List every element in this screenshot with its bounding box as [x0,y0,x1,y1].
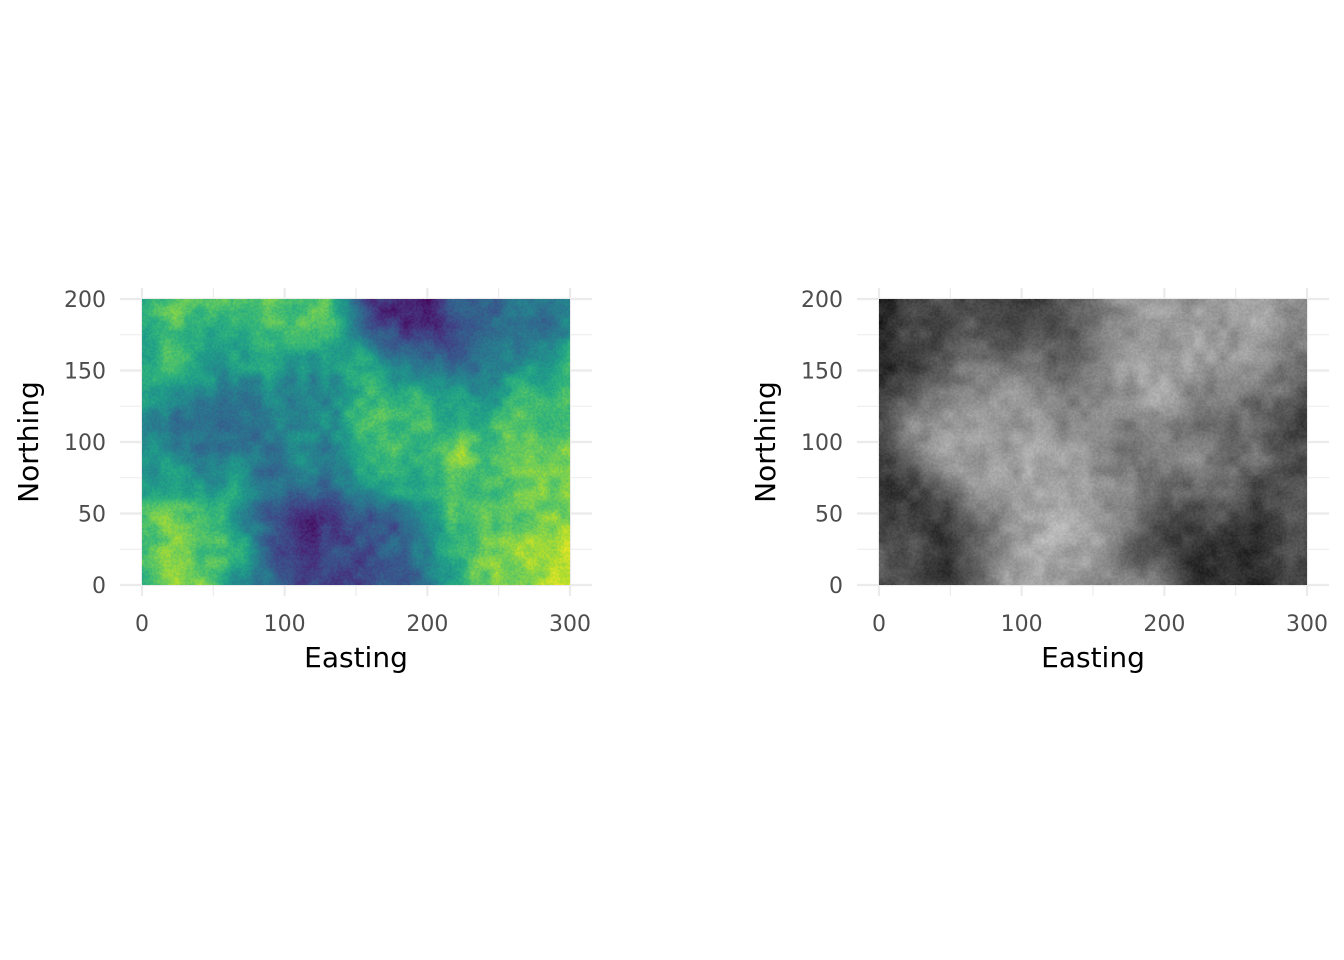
x-axis-title: Easting [304,641,408,674]
y-tick-label: 200 [64,288,106,313]
raster-image [879,299,1307,585]
raster-image [142,299,570,585]
y-tick-label: 100 [801,431,843,456]
x-tick-label: 300 [549,612,591,637]
x-tick-labels: 0 100 200 300 [872,612,1328,637]
x-tick-label: 200 [406,612,448,637]
x-tick-labels: 0 100 200 300 [135,612,591,637]
y-tick-labels: 0 50 100 150 200 [64,288,106,599]
x-tick-label: 0 [135,612,149,637]
y-tick-label: 200 [801,288,843,313]
x-tick-label: 100 [264,612,306,637]
y-axis-title: Northing [12,381,45,503]
y-tick-label: 0 [829,574,843,599]
y-tick-label: 50 [815,503,843,528]
x-tick-label: 200 [1143,612,1185,637]
y-axis-title: Northing [749,381,782,503]
y-tick-label: 0 [92,574,106,599]
y-tick-label: 150 [801,360,843,385]
raster-panel-left: 0 100 200 300 0 50 100 150 200 Easting Northing [12,288,592,674]
y-tick-label: 150 [64,360,106,385]
x-tick-label: 100 [1001,612,1043,637]
y-tick-labels: 0 50 100 150 200 [801,288,843,599]
x-tick-label: 0 [872,612,886,637]
x-tick-label: 300 [1286,612,1328,637]
y-tick-label: 100 [64,431,106,456]
y-tick-label: 50 [78,503,106,528]
x-axis-title: Easting [1041,641,1145,674]
raster-panel-right: 0 100 200 300 0 50 100 150 200 Easting Northing [749,288,1329,674]
